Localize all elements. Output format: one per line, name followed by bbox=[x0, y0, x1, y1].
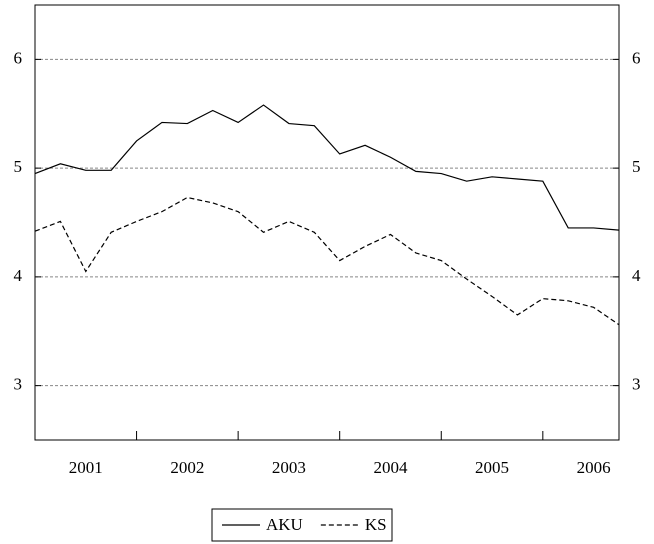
x-tick-label: 2003 bbox=[272, 458, 306, 477]
y2-tick-label: 3 bbox=[632, 375, 641, 394]
plot-frame bbox=[34, 4, 620, 441]
y2-tick-label: 5 bbox=[632, 157, 641, 176]
y-tick-label: 3 bbox=[14, 375, 23, 394]
y-tick-label: 5 bbox=[14, 157, 23, 176]
legend-label: AKU bbox=[266, 515, 303, 534]
x-tick-label: 2002 bbox=[170, 458, 204, 477]
legend-label: KS bbox=[365, 515, 387, 534]
series-line bbox=[34, 196, 620, 326]
y2-tick-label: 4 bbox=[632, 266, 641, 285]
y2-tick-label: 6 bbox=[632, 48, 641, 67]
x-tick-label: 2004 bbox=[373, 458, 408, 477]
x-tick-label: 2006 bbox=[577, 458, 611, 477]
x-tick-label: 2005 bbox=[475, 458, 509, 477]
y-tick-label: 6 bbox=[14, 48, 23, 67]
series-line bbox=[34, 104, 620, 231]
legend: AKU KS bbox=[211, 508, 393, 542]
y-tick-label: 4 bbox=[14, 266, 23, 285]
x-tick-label: 2001 bbox=[69, 458, 103, 477]
